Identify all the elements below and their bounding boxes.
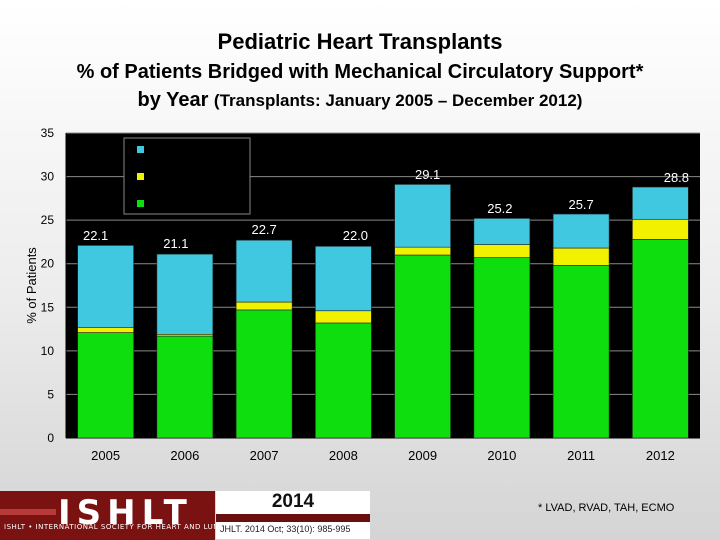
bar-segment-top xyxy=(632,186,689,220)
logo-stripe xyxy=(0,509,56,515)
bar-segment-top xyxy=(394,184,451,248)
x-tick-label: 2008 xyxy=(329,448,358,463)
bar-segment-top xyxy=(156,253,214,335)
subtitle-by-year: by Year xyxy=(137,89,209,111)
chart-title: Pediatric Heart Transplants xyxy=(217,29,503,54)
x-tick-label: 2007 xyxy=(250,448,279,463)
chart-subtitle: % of Patients Bridged with Mechanical Ci… xyxy=(76,61,644,83)
y-tick-label: 20 xyxy=(41,257,55,271)
report-year: 2014 xyxy=(271,491,315,512)
bar-segment-bottom xyxy=(77,332,134,439)
subtitle-date-range: (Transplants: January 2005 – December 20… xyxy=(213,91,583,110)
x-tick-label: 2006 xyxy=(170,448,199,463)
bar-segment-bottom xyxy=(394,254,451,439)
year-band xyxy=(216,514,370,522)
bar-segment-middle xyxy=(552,247,610,266)
legend-box xyxy=(123,137,251,215)
x-tick-label: 2005 xyxy=(91,448,120,463)
legend-swatch-top xyxy=(137,146,144,153)
legend-swatch-middle xyxy=(137,173,144,180)
bar-segment-middle xyxy=(394,246,451,256)
total-data-label: 22.7 xyxy=(251,222,276,237)
total-data-label: 28.8 xyxy=(664,170,689,185)
bar-segment-bottom xyxy=(632,239,689,439)
bar-segment-top xyxy=(77,245,134,328)
bar-segment-middle xyxy=(315,310,372,324)
y-tick-label: 10 xyxy=(41,344,55,358)
bar-segment-top xyxy=(473,218,531,245)
total-data-label: 22.0 xyxy=(343,228,368,243)
logo-subtext: ISHLT • INTERNATIONAL SOCIETY FOR HEART … xyxy=(4,523,215,531)
bar-segment-middle xyxy=(632,218,689,240)
x-tick-label: 2012 xyxy=(646,448,675,463)
bar-segment-middle xyxy=(235,301,293,311)
y-axis-label: % of Patients xyxy=(24,247,39,324)
bar-segment-bottom xyxy=(315,322,372,439)
y-tick-label: 0 xyxy=(47,431,54,445)
bar-segment-bottom xyxy=(235,309,293,439)
chart-subtitle-line3: by Year (Transplants: January 2005 – Dec… xyxy=(0,87,720,114)
bar-segment-middle xyxy=(473,244,531,258)
y-tick-label: 15 xyxy=(41,300,55,314)
x-tick-label: 2010 xyxy=(487,448,516,463)
footnote: * LVAD, RVAD, TAH, ECMO xyxy=(538,502,675,514)
y-tick-label: 30 xyxy=(41,170,55,184)
bar-segment-bottom xyxy=(552,265,610,439)
x-tick-label: 2009 xyxy=(408,448,437,463)
total-data-label: 25.7 xyxy=(568,197,593,212)
ishlt-logo: ISHLT ISHLT • INTERNATIONAL SOCIETY FOR … xyxy=(0,491,215,540)
bar-segment-bottom xyxy=(156,335,214,439)
bar-segment-middle xyxy=(77,327,134,333)
year-box: 2014 JHLT. 2014 Oct; 33(10): 985-995 xyxy=(216,491,370,539)
y-tick-label: 5 xyxy=(47,387,54,401)
total-data-label: 25.2 xyxy=(487,201,512,216)
bar-segment-bottom xyxy=(473,257,531,439)
title-block: Pediatric Heart Transplants % of Patient… xyxy=(0,28,720,114)
bar-segment-top xyxy=(552,213,610,249)
total-data-label: 29.1 xyxy=(415,167,440,182)
x-tick-label: 2011 xyxy=(567,448,595,463)
bar-segment-top xyxy=(315,245,372,312)
bar-segment-top xyxy=(235,239,293,303)
y-tick-label: 35 xyxy=(41,126,55,140)
logo-text: ISHLT xyxy=(58,493,193,533)
citation: JHLT. 2014 Oct; 33(10): 985-995 xyxy=(220,524,351,534)
y-tick-label: 25 xyxy=(41,213,55,227)
legend-swatch-bottom xyxy=(137,200,144,207)
total-data-label: 21.1 xyxy=(163,236,188,251)
stacked-bar-chart: 0 5 10 15 20 25 30 35 % of Patients 2005 2006 2007 2… xyxy=(24,126,700,463)
total-data-label: 22.1 xyxy=(83,228,108,243)
